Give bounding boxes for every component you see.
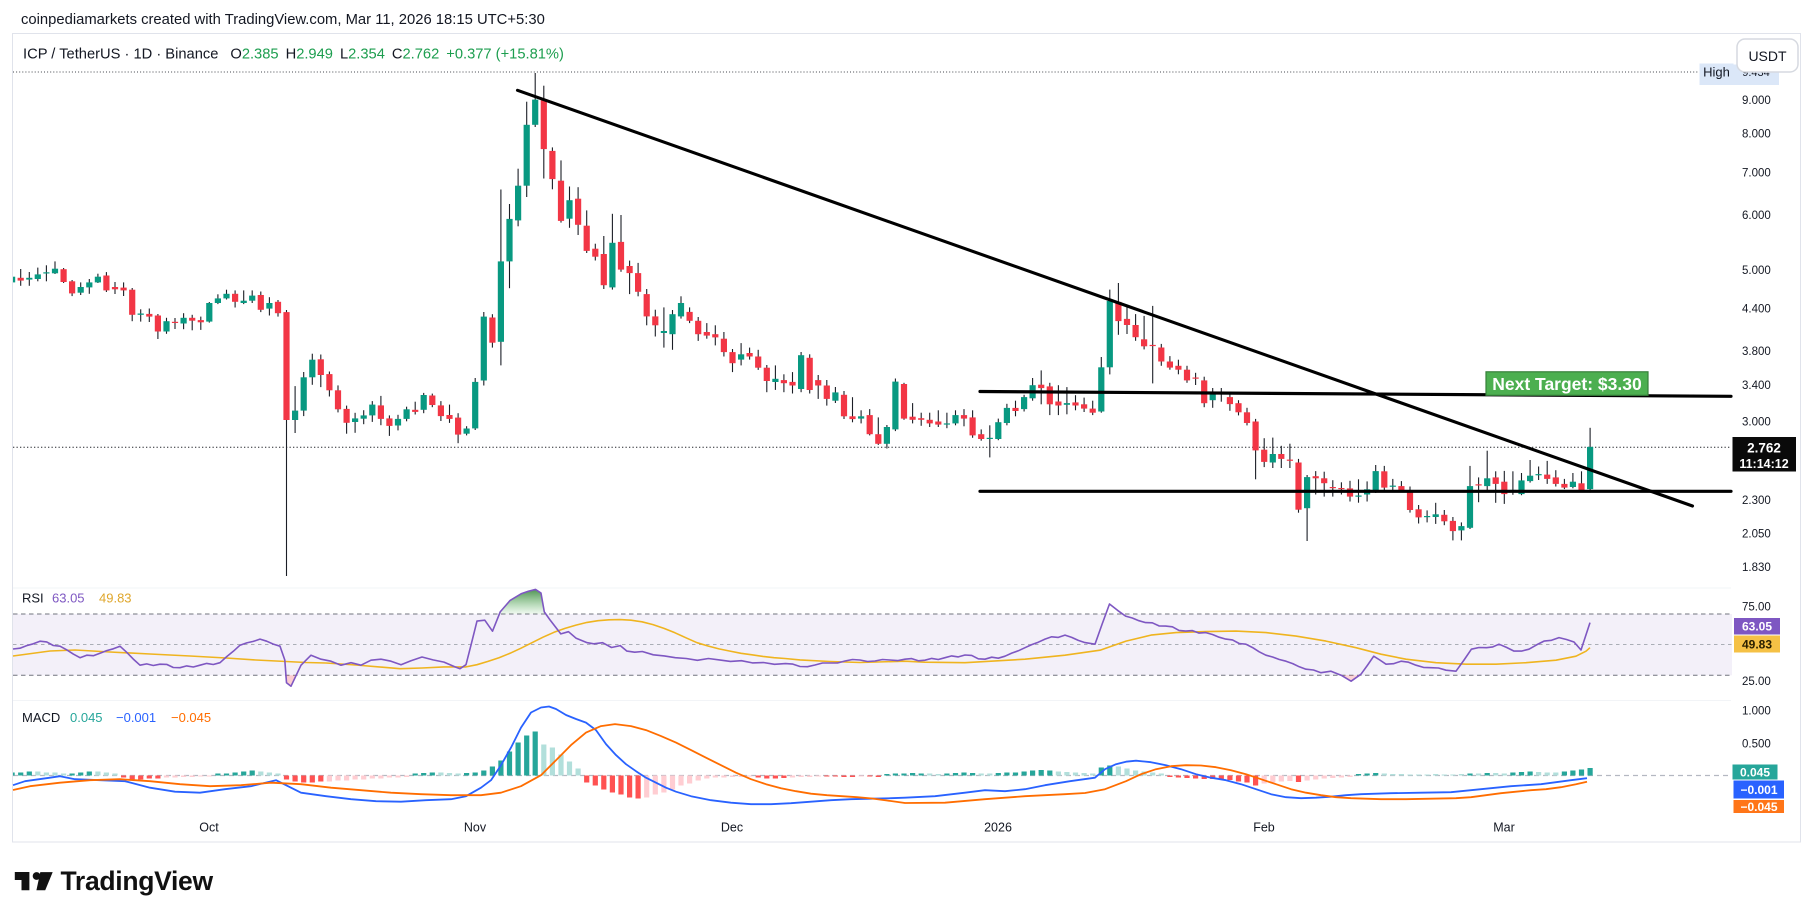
svg-text:3.000: 3.000 [1742,417,1771,429]
svg-text:5.000: 5.000 [1742,265,1771,277]
svg-text:RSI: RSI [22,591,44,606]
svg-text:25.00: 25.00 [1742,676,1771,688]
svg-text:−0.001: −0.001 [1740,783,1777,797]
svg-text:63.05: 63.05 [1742,620,1772,634]
svg-text:2026: 2026 [984,821,1012,835]
svg-text:2.762: 2.762 [1747,441,1781,456]
svg-text:0.045: 0.045 [70,710,103,725]
svg-text:0.500: 0.500 [1742,739,1771,751]
svg-text:−0.045: −0.045 [171,710,211,725]
svg-text:−0.045: −0.045 [1740,800,1777,814]
svg-text:63.05: 63.05 [52,591,85,606]
svg-text:3.400: 3.400 [1742,380,1771,392]
svg-text:6.000: 6.000 [1742,210,1771,222]
svg-text:3.800: 3.800 [1742,346,1771,358]
svg-text:8.000: 8.000 [1742,129,1771,141]
svg-text:Oct: Oct [199,821,219,835]
svg-text:2.300: 2.300 [1742,495,1771,507]
svg-text:Nov: Nov [464,821,487,835]
svg-text:75.00: 75.00 [1742,601,1771,613]
svg-text:49.83: 49.83 [1742,638,1772,652]
svg-text:49.83: 49.83 [99,591,132,606]
svg-text:Mar: Mar [1493,821,1515,835]
svg-text:MACD: MACD [22,710,60,725]
svg-text:Dec: Dec [721,821,743,835]
svg-text:coinpediamarkets created with: coinpediamarkets created with TradingVie… [21,12,545,28]
svg-text:−0.001: −0.001 [116,710,156,725]
svg-text:TradingView: TradingView [61,866,214,896]
svg-text:2.050: 2.050 [1742,529,1771,541]
svg-text:1.830: 1.830 [1742,562,1771,574]
svg-text:11:14:12: 11:14:12 [1739,457,1788,471]
svg-text:Feb: Feb [1253,821,1275,835]
svg-text:Next Target: $3.30: Next Target: $3.30 [1492,374,1642,394]
svg-text:High: High [1703,65,1730,80]
svg-text:0.045: 0.045 [1740,766,1770,780]
svg-text:USDT: USDT [1748,48,1787,64]
svg-text:4.400: 4.400 [1742,303,1771,315]
svg-text:9.000: 9.000 [1742,95,1771,107]
svg-text:1.000: 1.000 [1742,706,1771,718]
svg-text:7.000: 7.000 [1742,168,1771,180]
